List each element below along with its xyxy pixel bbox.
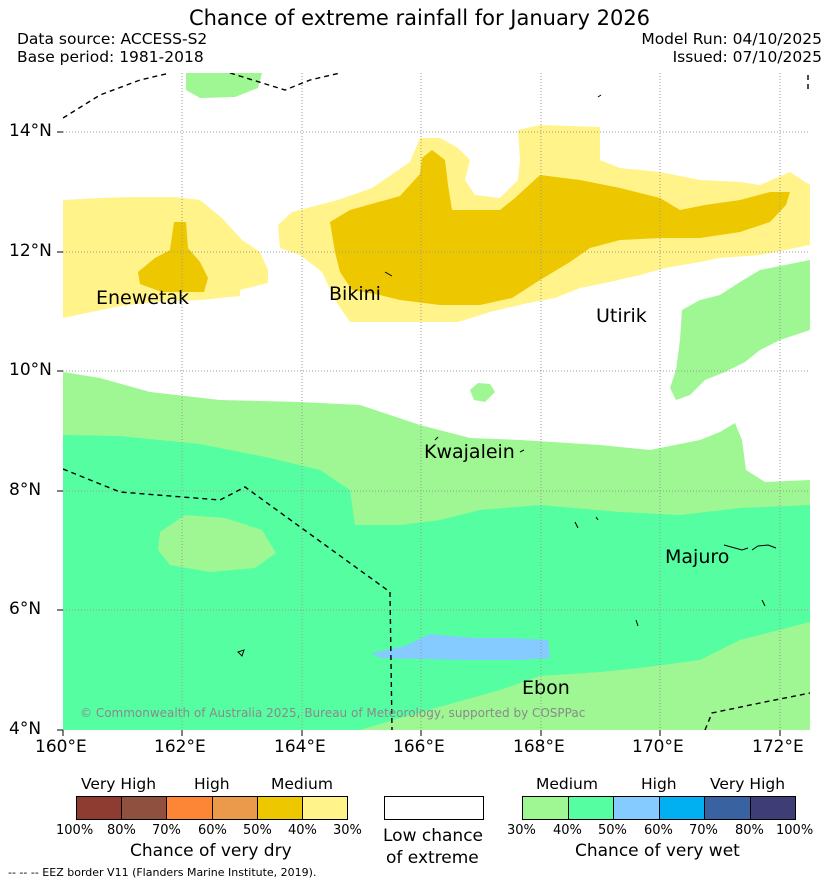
copyright-notice: © Commonwealth of Australia 2025, Bureau…	[80, 706, 586, 720]
x-tick-label: 166°E	[393, 737, 445, 757]
x-tick-label: 160°E	[35, 737, 87, 757]
y-tick-label: 4°N	[9, 719, 42, 739]
legend-wet-swatch-3	[658, 797, 704, 819]
legend-dry-swatch-1	[121, 797, 167, 819]
eez-border-south	[63, 468, 393, 730]
issued-date: Issued: 07/10/2025	[672, 48, 822, 66]
legend-wet-swatch-1	[567, 797, 613, 819]
data-source: Data source: ACCESS-S2	[17, 30, 208, 48]
legend-dry-pct: 100%	[56, 823, 94, 838]
legend-wet-header-high: High	[641, 775, 677, 793]
legend-dry-header-high: High	[194, 775, 230, 793]
legend-wet-pct: 60%	[644, 823, 673, 838]
x-tick-label: 162°E	[154, 737, 206, 757]
legend-low-line2: of extreme	[386, 848, 479, 868]
wet-medium-region-small	[470, 383, 495, 402]
legend-wet-swatch-0	[523, 797, 568, 819]
legend-dry-header-very-high: Very High	[81, 775, 157, 793]
legend-dry-pct: 80%	[107, 823, 136, 838]
atoll-majuro-outline	[723, 544, 777, 551]
legend-dry-colorbar	[76, 796, 348, 820]
y-tick-label: 8°N	[9, 480, 42, 500]
place-label-ebon: Ebon	[522, 677, 570, 699]
legend-dry-title: Chance of very dry	[130, 841, 292, 861]
legend-wet-pct: 70%	[689, 823, 718, 838]
place-label-enewetak: Enewetak	[96, 287, 190, 309]
wet-medium-high-region	[63, 435, 810, 730]
x-tick-label: 168°E	[513, 737, 565, 757]
wet-medium-region-north	[670, 260, 810, 400]
legend-wet-pct: 100%	[776, 823, 814, 838]
map-title: Chance of extreme rainfall for January 2…	[188, 6, 651, 30]
legend-dry-swatch-0	[77, 797, 122, 819]
legend-wet-swatch-4	[704, 797, 750, 819]
x-tick-label: 164°E	[274, 737, 326, 757]
legend-wet-pct: 80%	[735, 823, 764, 838]
x-tick-label: 170°E	[632, 737, 684, 757]
eez-border-southeast	[704, 692, 810, 730]
legend-low-swatch	[384, 796, 484, 820]
legend-wet-header-medium: Medium	[536, 775, 598, 793]
legend-dry-pct: 60%	[198, 823, 227, 838]
legend-wet-pct: 30%	[507, 823, 536, 838]
y-tick-label: 6°N	[9, 599, 42, 619]
atoll-misc-outline	[237, 94, 766, 657]
legend-dry-pct: 40%	[288, 823, 317, 838]
legend-wet-header-very-high: Very High	[710, 775, 786, 793]
eez-border-north	[63, 73, 171, 119]
legend-dry-pct: 50%	[243, 823, 272, 838]
base-period: Base period: 1981-2018	[17, 48, 204, 66]
dry-medium-high-region-central	[330, 150, 790, 305]
legend-low-line1: Low chance	[383, 826, 483, 846]
atoll-kwajalein-outline	[434, 436, 525, 453]
legend-dry-pct: 30%	[333, 823, 362, 838]
legend-dry-pct: 70%	[152, 823, 181, 838]
y-tick-label: 10°N	[9, 360, 52, 380]
legend-wet-swatch-5	[749, 797, 795, 819]
axis-ticks	[57, 131, 781, 736]
legend-dry-header-medium: Medium	[271, 775, 333, 793]
wet-high-region	[372, 634, 550, 660]
wet-light-region	[158, 515, 276, 572]
model-run: Model Run: 04/10/2025	[641, 30, 822, 48]
place-label-majuro: Majuro	[665, 546, 730, 568]
x-tick-label: 172°E	[752, 737, 804, 757]
legend-wet-colorbar	[522, 796, 796, 820]
legend-dry-swatch-2	[166, 797, 212, 819]
dry-medium-high-region-west	[138, 222, 208, 292]
place-label-utirik: Utirik	[596, 305, 647, 327]
legend-wet-swatch-2	[613, 797, 659, 819]
place-label-kwajalein: Kwajalein	[424, 441, 515, 463]
legend-dry-swatch-5	[301, 797, 348, 819]
eez-border-note: -- -- -- EEZ border V11 (Flanders Marine…	[8, 866, 317, 879]
eez-border-north-2	[229, 73, 341, 91]
legend-dry-swatch-4	[256, 797, 302, 819]
y-tick-label: 12°N	[9, 241, 52, 261]
place-label-bikini: Bikini	[329, 283, 381, 305]
eez-borders	[63, 73, 810, 730]
legend-dry-swatch-3	[211, 797, 257, 819]
atoll-outlines	[237, 94, 777, 657]
legend-wet-pct: 40%	[553, 823, 582, 838]
legend-wet-title: Chance of very wet	[575, 841, 740, 861]
y-tick-label: 14°N	[9, 121, 52, 141]
wet-medium-region-top	[186, 73, 262, 98]
legend-wet-pct: 50%	[598, 823, 627, 838]
